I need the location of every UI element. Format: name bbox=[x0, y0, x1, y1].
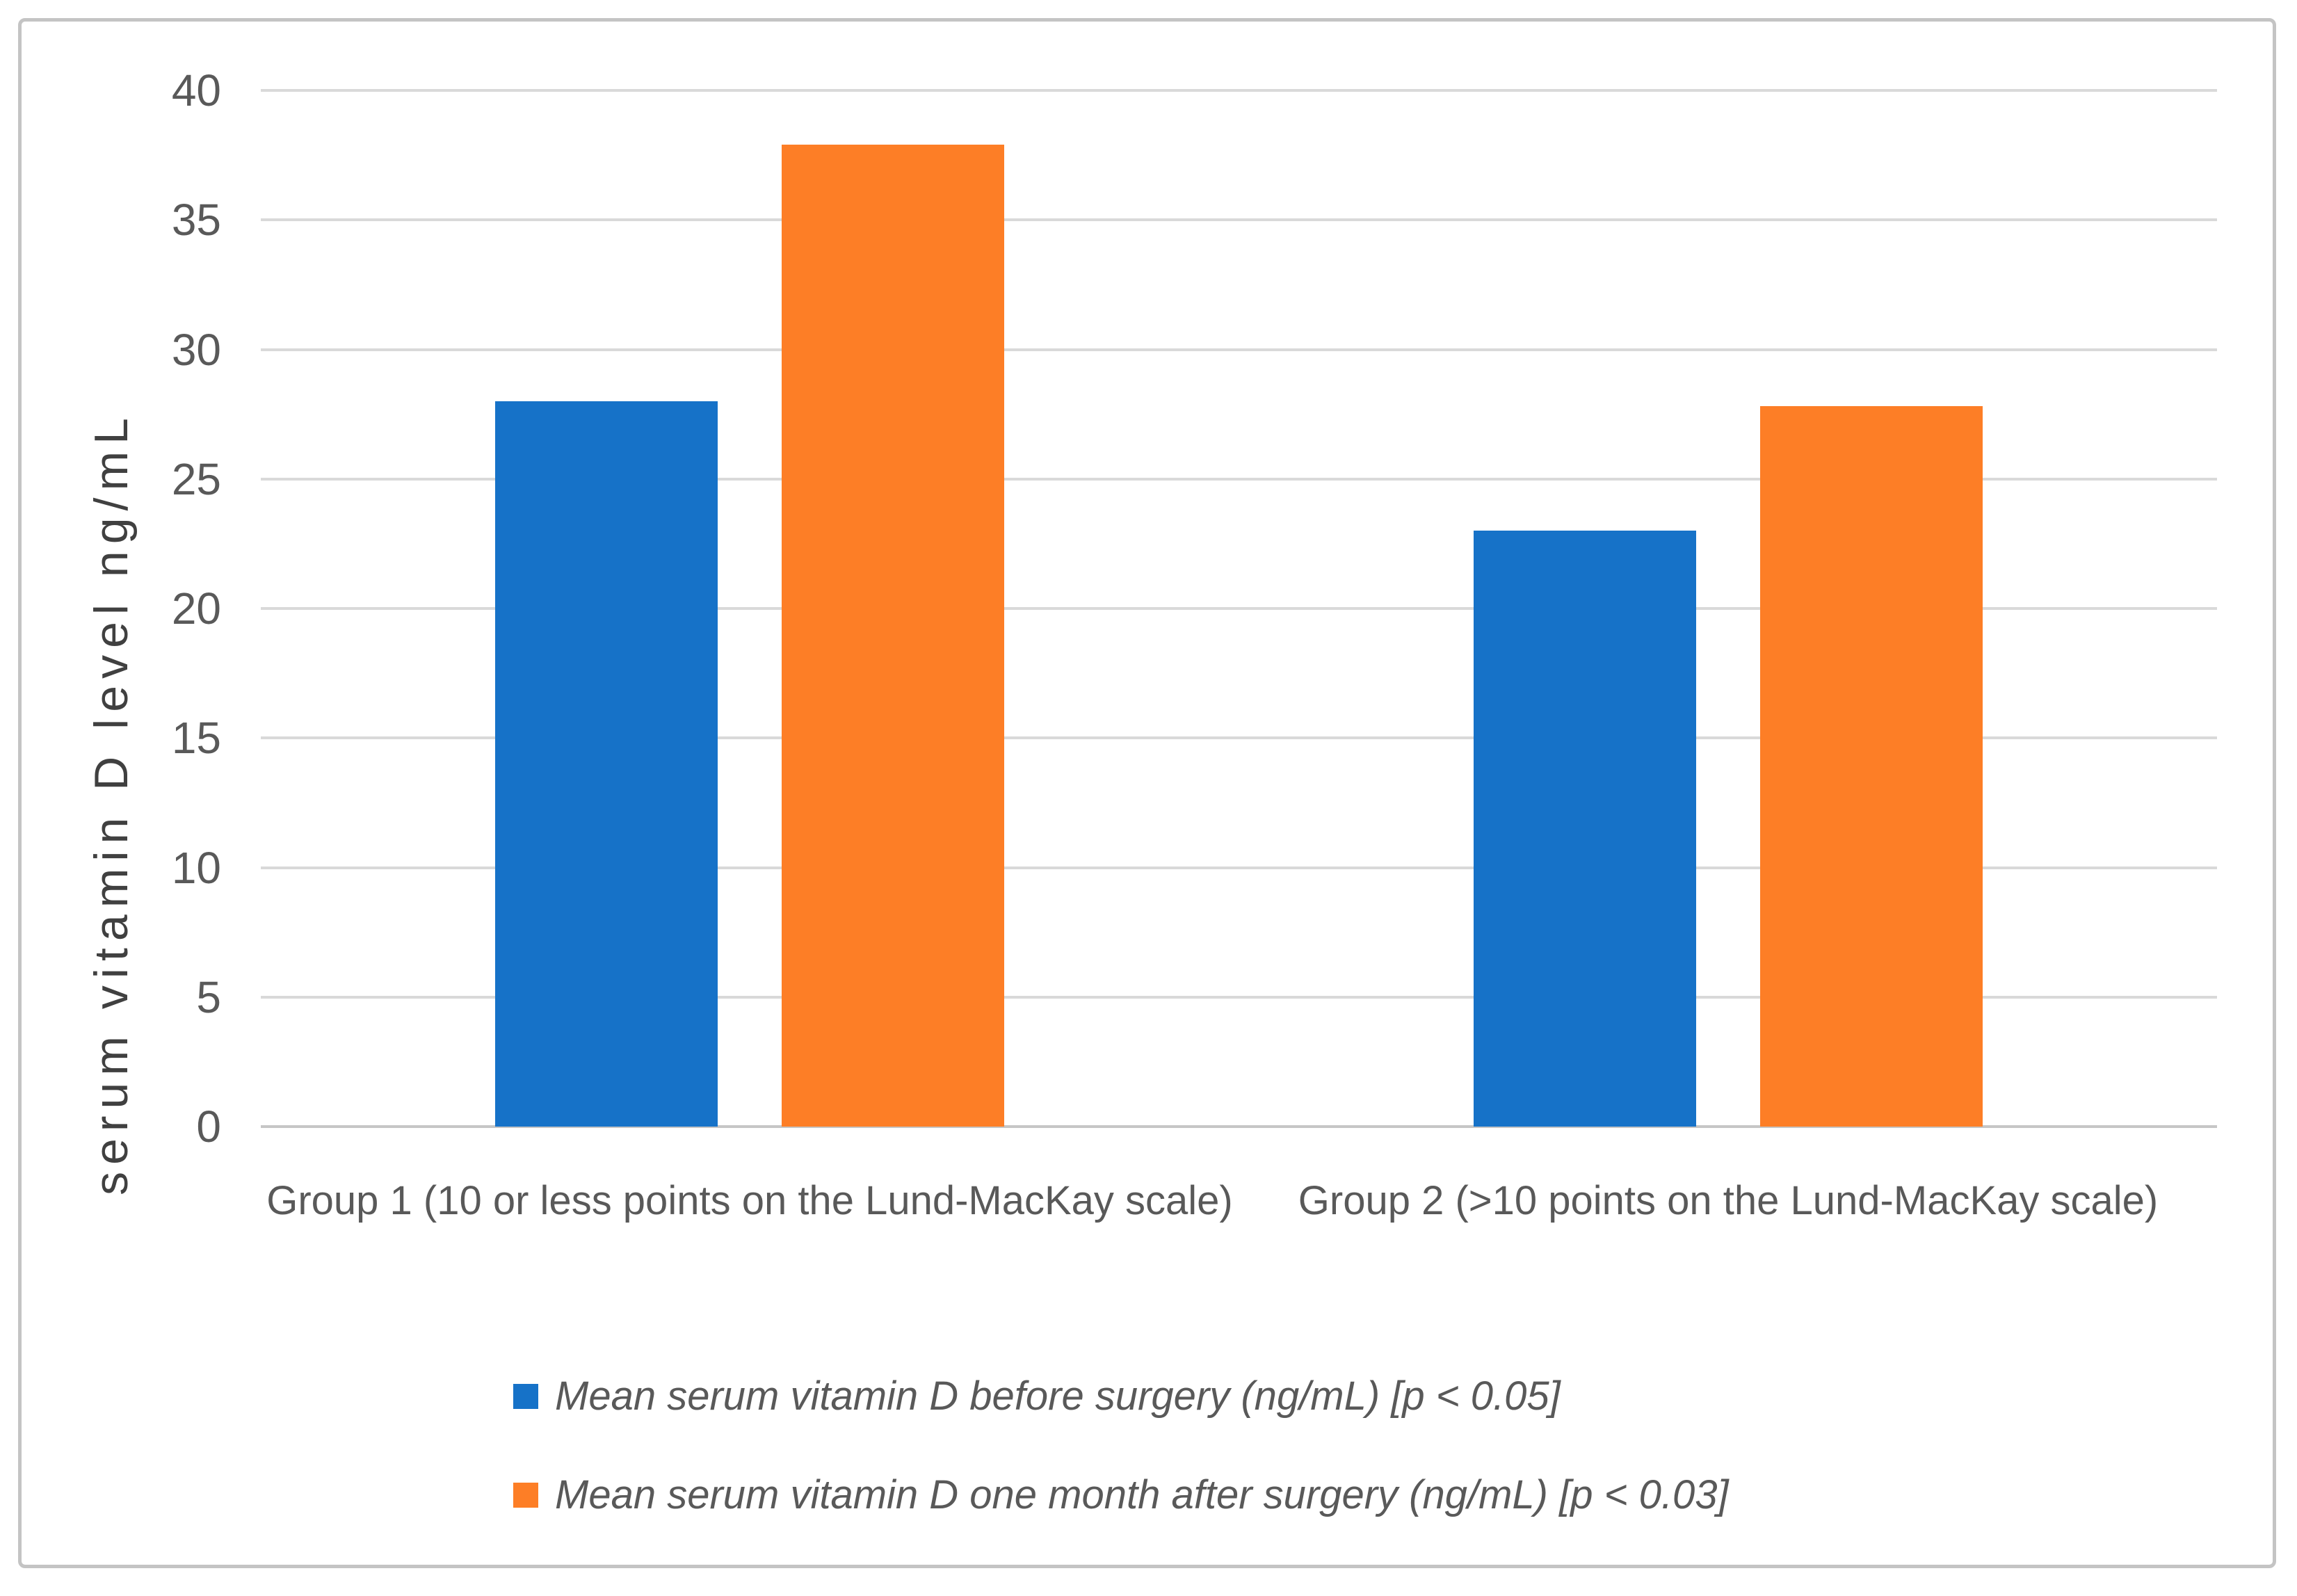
y-tick-label: 35 bbox=[171, 195, 221, 245]
y-tick-label: 40 bbox=[171, 65, 221, 115]
y-tick-label: 25 bbox=[171, 453, 221, 504]
gridline bbox=[261, 348, 2217, 351]
category-label: Group 1 (10 or less points on the Lund-M… bbox=[266, 1178, 1233, 1223]
bar-series1-group1 bbox=[495, 401, 718, 1127]
bar-series2-group1 bbox=[782, 145, 1004, 1127]
y-tick-label: 5 bbox=[196, 972, 221, 1022]
y-axis-title: serum vitamin D level ng/mL bbox=[85, 411, 138, 1195]
gridline bbox=[261, 89, 2217, 92]
y-tick-label: 15 bbox=[171, 713, 221, 764]
y-tick-label: 10 bbox=[171, 842, 221, 893]
legend-swatch-icon bbox=[513, 1483, 538, 1508]
y-tick-label: 30 bbox=[171, 324, 221, 375]
legend-swatch-icon bbox=[513, 1384, 538, 1409]
figure-border bbox=[18, 18, 2276, 1568]
legend-item: Mean serum vitamin D before surgery (ng/… bbox=[513, 1374, 1561, 1419]
category-label: Group 2 (>10 points on the Lund-MacKay s… bbox=[1298, 1178, 2159, 1223]
legend-label: Mean serum vitamin D before surgery (ng/… bbox=[555, 1373, 1561, 1419]
bar-series2-group2 bbox=[1760, 406, 1983, 1127]
gridline bbox=[261, 477, 2217, 481]
y-tick-label: 0 bbox=[196, 1102, 221, 1152]
bar-series1-group2 bbox=[1474, 531, 1696, 1127]
y-tick-label: 20 bbox=[171, 583, 221, 634]
legend-item: Mean serum vitamin D one month after sur… bbox=[513, 1473, 1729, 1517]
gridline bbox=[261, 607, 2217, 610]
gridline bbox=[261, 995, 2217, 999]
plot-area bbox=[261, 89, 2217, 1128]
x-axis-line bbox=[261, 1125, 2217, 1128]
gridline bbox=[261, 866, 2217, 869]
legend-label: Mean serum vitamin D one month after sur… bbox=[555, 1472, 1729, 1517]
gridline bbox=[261, 736, 2217, 740]
gridline bbox=[261, 218, 2217, 222]
